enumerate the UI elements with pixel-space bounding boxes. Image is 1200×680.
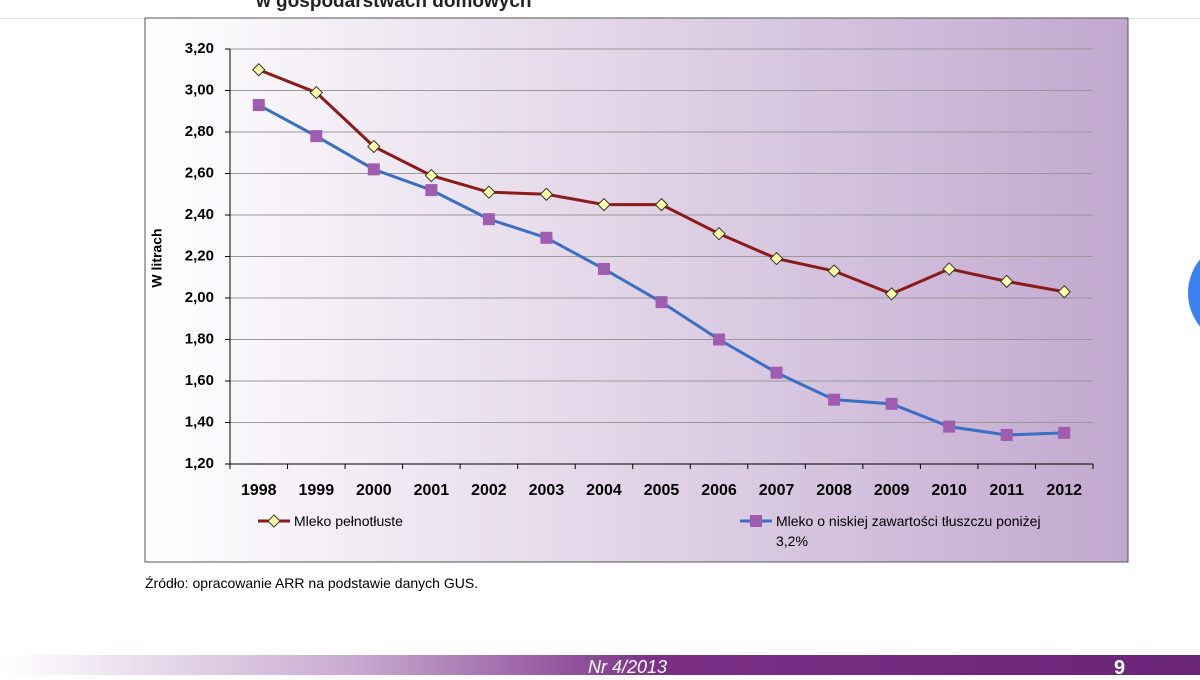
data-point xyxy=(309,85,324,100)
legend-marker xyxy=(750,515,762,527)
chart-frame xyxy=(144,17,1129,563)
data-point xyxy=(425,184,438,197)
data-point xyxy=(828,393,841,406)
y-tick-label: 2,60 xyxy=(185,164,214,181)
data-point xyxy=(367,163,380,176)
x-tick-label: 2003 xyxy=(529,482,565,499)
data-point xyxy=(597,197,611,212)
x-tick-label: 2004 xyxy=(586,482,622,499)
data-point xyxy=(540,231,553,244)
y-tick-label: 2,20 xyxy=(185,247,214,264)
data-point xyxy=(482,213,495,226)
page-number: 9 xyxy=(1114,657,1126,679)
x-tick-label: 2010 xyxy=(931,482,967,499)
y-tick-label: 1,60 xyxy=(185,372,214,389)
data-point xyxy=(310,130,323,143)
legend-marker xyxy=(267,514,281,528)
header-title: w gospodarstwach domowych xyxy=(256,0,532,12)
x-tick-label: 2005 xyxy=(644,482,680,499)
footer-issue: Nr 4/2013 xyxy=(588,657,668,677)
x-tick-label: 2002 xyxy=(471,482,507,499)
data-point xyxy=(999,274,1014,289)
data-point xyxy=(1057,285,1071,299)
data-point xyxy=(597,262,610,275)
y-tick-label: 3,20 xyxy=(185,40,214,57)
x-tick-label: 1998 xyxy=(241,482,277,499)
data-point xyxy=(252,63,266,77)
data-point xyxy=(654,197,669,212)
data-point xyxy=(943,420,956,433)
data-point xyxy=(655,296,668,309)
y-tick-label: 1,20 xyxy=(185,455,214,472)
data-point xyxy=(424,168,439,183)
x-tick-label: 2007 xyxy=(759,482,795,499)
data-point xyxy=(1058,426,1071,439)
y-tick-label: 1,80 xyxy=(185,330,214,347)
y-tick-label: 2,40 xyxy=(185,206,214,223)
data-point xyxy=(539,187,554,201)
x-tick-label: 2008 xyxy=(816,482,852,499)
data-point xyxy=(769,251,784,266)
data-point xyxy=(482,185,496,199)
x-tick-label: 2000 xyxy=(356,482,392,499)
data-point xyxy=(885,397,898,410)
source-note: Źródło: opracowanie ARR na podstawie dan… xyxy=(145,575,479,591)
y-tick-label: 1,40 xyxy=(185,413,214,430)
data-point xyxy=(713,333,726,346)
y-tick-label: 2,00 xyxy=(185,289,214,306)
legend-label: Mleko o niskiej zawartości tłuszczu poni… xyxy=(776,513,1041,549)
x-tick-label: 2012 xyxy=(1046,482,1082,499)
data-point xyxy=(367,139,381,154)
x-tick-label: 2011 xyxy=(989,482,1024,499)
data-point xyxy=(770,366,783,379)
footer-bar: Nr 4/2013 9 xyxy=(0,655,1200,679)
x-tick-label: 2009 xyxy=(874,482,910,499)
data-point xyxy=(884,287,899,301)
legend-label: Mleko pełnotłuste xyxy=(294,513,403,529)
data-point xyxy=(942,262,956,276)
x-tick-label: 2001 xyxy=(414,482,450,499)
data-point xyxy=(252,99,265,112)
data-point xyxy=(1000,428,1013,441)
y-axis-label: W litrach xyxy=(149,228,165,287)
x-tick-label: 1999 xyxy=(299,482,335,499)
data-point xyxy=(827,264,841,278)
y-tick-label: 2,80 xyxy=(185,123,214,140)
y-tick-label: 3,00 xyxy=(185,81,214,98)
data-point xyxy=(712,226,726,241)
x-tick-label: 2006 xyxy=(701,482,737,499)
